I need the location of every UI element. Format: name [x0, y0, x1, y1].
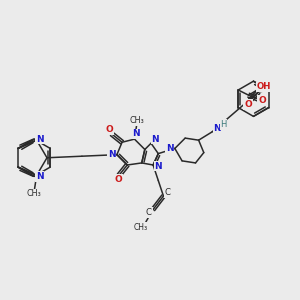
Text: N: N — [154, 161, 162, 170]
Text: N: N — [132, 130, 139, 139]
Text: H: H — [220, 120, 226, 129]
Text: N: N — [166, 144, 173, 153]
Text: OH: OH — [257, 82, 271, 91]
Text: CH₃: CH₃ — [134, 223, 148, 232]
Text: N: N — [108, 150, 116, 159]
Text: O: O — [114, 175, 122, 184]
Text: C: C — [165, 188, 171, 197]
Text: O: O — [106, 125, 113, 134]
Text: CH₃: CH₃ — [129, 116, 144, 125]
Text: N: N — [36, 172, 44, 181]
Text: N: N — [36, 135, 44, 144]
Text: C: C — [146, 208, 152, 217]
Text: N: N — [152, 135, 159, 144]
Text: N: N — [213, 124, 221, 133]
Text: O: O — [244, 100, 252, 109]
Text: CH₃: CH₃ — [26, 190, 41, 199]
Text: O: O — [258, 96, 266, 105]
